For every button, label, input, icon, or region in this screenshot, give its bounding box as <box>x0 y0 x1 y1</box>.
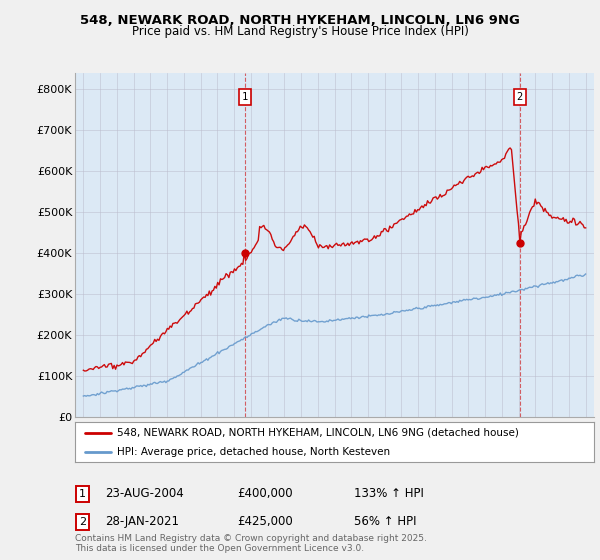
Text: 56% ↑ HPI: 56% ↑ HPI <box>354 515 416 529</box>
Text: 2: 2 <box>517 92 523 102</box>
Text: HPI: Average price, detached house, North Kesteven: HPI: Average price, detached house, Nort… <box>116 447 389 457</box>
Text: 1: 1 <box>79 489 86 499</box>
Text: 23-AUG-2004: 23-AUG-2004 <box>105 487 184 501</box>
Text: 548, NEWARK ROAD, NORTH HYKEHAM, LINCOLN, LN6 9NG (detached house): 548, NEWARK ROAD, NORTH HYKEHAM, LINCOLN… <box>116 428 518 437</box>
Text: £425,000: £425,000 <box>237 515 293 529</box>
Text: 133% ↑ HPI: 133% ↑ HPI <box>354 487 424 501</box>
Text: 548, NEWARK ROAD, NORTH HYKEHAM, LINCOLN, LN6 9NG: 548, NEWARK ROAD, NORTH HYKEHAM, LINCOLN… <box>80 14 520 27</box>
Text: £400,000: £400,000 <box>237 487 293 501</box>
Text: 1: 1 <box>242 92 248 102</box>
Text: 2: 2 <box>79 517 86 527</box>
Text: Price paid vs. HM Land Registry's House Price Index (HPI): Price paid vs. HM Land Registry's House … <box>131 25 469 39</box>
Text: Contains HM Land Registry data © Crown copyright and database right 2025.
This d: Contains HM Land Registry data © Crown c… <box>75 534 427 553</box>
Text: 28-JAN-2021: 28-JAN-2021 <box>105 515 179 529</box>
